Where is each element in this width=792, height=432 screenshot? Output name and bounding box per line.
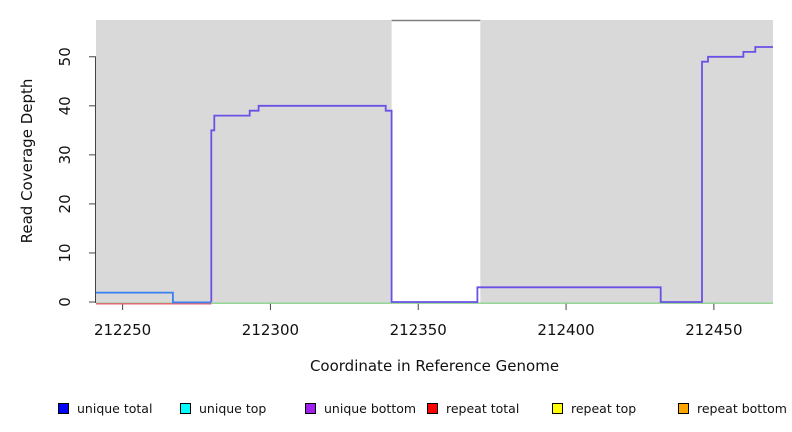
coverage-plot: 212250 212300 212350 212400 212450 0 10 20 30 40 5… (56, 19, 773, 339)
legend-label: unique total (77, 401, 153, 416)
unique-bottom-swatch-icon (305, 403, 316, 414)
y-tick-label: 30 (56, 145, 74, 164)
legend-label: unique top (199, 401, 267, 416)
series-line-unique-total-low-segment (96, 291, 212, 304)
unique-top-swatch-icon (180, 403, 191, 414)
legend-item-repeat-total: repeat total (427, 401, 519, 416)
y-tick-label: 50 (56, 47, 74, 66)
x-tick-label: 212400 (537, 321, 594, 339)
y-tick-label: 0 (56, 297, 74, 307)
x-tick-label: 212450 (685, 321, 742, 339)
covered-region-rect (480, 20, 773, 304)
y-tick-label: 40 (56, 96, 74, 115)
y-tick-label: 20 (56, 194, 74, 213)
legend-label: repeat total (446, 401, 520, 416)
x-tick-label: 212300 (242, 321, 299, 339)
x-tick-label: 212350 (390, 321, 447, 339)
repeat-bottom-swatch-icon (678, 403, 689, 414)
legend-label: repeat bottom (697, 401, 787, 416)
unique-total-swatch-icon (58, 403, 69, 414)
x-axis-title: Coordinate in Reference Genome (309, 357, 560, 375)
legend-item-repeat-bottom: repeat bottom (678, 401, 787, 416)
legend-item-unique-bottom: unique bottom (305, 401, 416, 416)
legend-item-unique-total: unique total (58, 401, 152, 416)
y-tick-label: 10 (56, 243, 74, 262)
legend-label: repeat top (571, 401, 637, 416)
legend-label: unique bottom (324, 401, 417, 416)
x-tick-label: 212250 (94, 321, 151, 339)
legend-item-unique-top: unique top (180, 401, 266, 416)
legend-item-repeat-top: repeat top (552, 401, 636, 416)
repeat-total-swatch-icon (427, 403, 438, 414)
repeat-top-swatch-icon (552, 403, 563, 414)
y-axis-title: Read Coverage Depth (18, 78, 36, 244)
covered-region-rect (96, 20, 392, 304)
series-line-unique-bottom-coverage (210, 46, 773, 303)
